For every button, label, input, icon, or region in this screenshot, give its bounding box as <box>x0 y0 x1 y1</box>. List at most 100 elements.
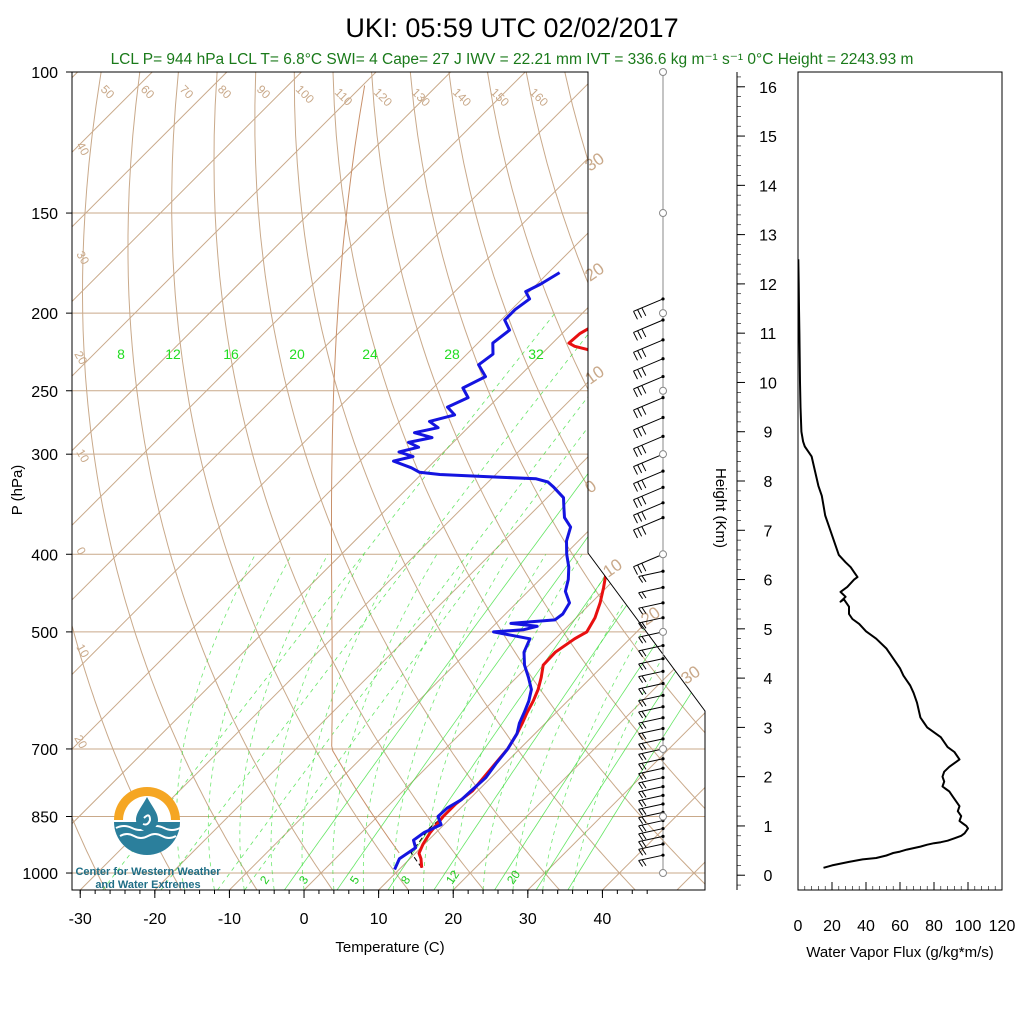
wind-level-dot <box>661 669 665 673</box>
temperature-tick-label: -10 <box>218 911 241 928</box>
pressure-axis-label: P (hPa) <box>9 465 26 516</box>
wind-barb-flag <box>641 743 647 750</box>
wind-barb-shaft <box>638 786 664 793</box>
mixing-ratio-label: 8 <box>117 346 125 362</box>
wind-barb-flag <box>641 328 647 338</box>
wind-barb-shaft <box>633 417 664 431</box>
plot-frame <box>71 71 706 891</box>
dewpoint-profile-line <box>392 271 573 871</box>
dry-adiabat-line <box>293 72 636 890</box>
wind-barb-flag <box>633 352 638 361</box>
wind-barb-shaft <box>638 794 664 802</box>
wind-barb-flag <box>641 426 647 435</box>
temperature-tick-label: -20 <box>143 911 166 928</box>
wind-barb-flag <box>637 513 643 522</box>
wind-level-dot <box>661 693 665 697</box>
wind-barb-flag <box>641 848 647 855</box>
wind-barb-shaft <box>638 617 664 624</box>
wind-barb-flag <box>641 496 647 505</box>
height-tick-label: 14 <box>759 178 777 195</box>
wind-barb-shaft <box>633 358 664 372</box>
wind-barb-flag <box>633 483 638 492</box>
isotherm-line <box>72 72 526 890</box>
wind-barb <box>638 683 664 696</box>
wind-barb-flag <box>638 592 644 600</box>
wind-barb-flag <box>641 781 647 789</box>
wind-barb-flag <box>641 832 647 840</box>
wind-barb-flag <box>633 388 638 398</box>
dry-adiabat-line <box>835 72 1024 890</box>
wind-barb-shaft <box>638 854 664 861</box>
flux-axis-label: Water Vapor Flux (g/kg*m/s) <box>806 944 994 961</box>
wind-mandatory-level-circle <box>659 744 667 753</box>
isotherm-label: 60 <box>138 82 158 102</box>
wind-mandatory-level-circle <box>659 869 667 878</box>
height-tick-label: 16 <box>759 80 777 97</box>
wind-barb-shaft <box>638 803 664 810</box>
wind-barb-flag <box>641 479 647 489</box>
wind-barb-flag <box>637 428 643 437</box>
logo-text-line1: Center for Western Weather <box>75 866 221 878</box>
wind-barb-shaft <box>638 683 664 690</box>
wind-barb-flag <box>633 429 638 439</box>
temperature-tick-label: 10 <box>370 911 388 928</box>
wind-mandatory-level-circle <box>659 209 667 218</box>
wind-barb <box>638 820 664 833</box>
height-tick-label: 3 <box>764 720 773 737</box>
dry-adiabat-line <box>990 72 1024 890</box>
wind-barb <box>638 645 664 658</box>
wind-barbs <box>633 68 667 878</box>
wind-barb <box>633 553 664 575</box>
wind-barb-flag <box>633 311 638 320</box>
wind-level-dot <box>661 585 665 590</box>
isotherm-line <box>452 72 705 890</box>
height-tick-label: 13 <box>759 228 777 245</box>
pressure-tick-label: 250 <box>31 384 58 401</box>
chart-subtitle: LCL P= 944 hPa LCL T= 6.8°C SWI= 4 Cape=… <box>111 51 914 68</box>
wind-level-dot <box>661 657 665 661</box>
wind-barb-flag <box>641 662 647 670</box>
wind-barb-flag <box>633 529 638 539</box>
mixing-ratio-label: 12 <box>165 346 181 362</box>
wind-barb <box>638 767 664 780</box>
wind-barb-shaft <box>638 658 664 665</box>
height-tick-label: 6 <box>764 573 773 590</box>
wind-barb-shaft <box>633 376 664 390</box>
wind-barb-shaft <box>633 517 664 531</box>
wind-barb-flag <box>641 675 647 683</box>
height-axis-label: Height (Km) <box>712 468 729 548</box>
wind-barb-flag <box>641 799 647 807</box>
wind-barb-flag <box>641 722 647 729</box>
flux-tick-label: 120 <box>989 918 1016 935</box>
wind-barb <box>633 470 664 492</box>
wind-barb-shaft <box>633 486 664 501</box>
wind-barb-flag <box>641 636 647 643</box>
wind-mandatory-level-circle <box>659 68 667 76</box>
moist-adiabat-line <box>452 554 583 890</box>
isotherm-label: 50 <box>98 82 118 102</box>
wind-barb-shaft <box>638 602 664 609</box>
moist-adiabat-line <box>362 554 474 890</box>
logo-drop-swirl <box>142 814 152 826</box>
wind-level-dot <box>661 726 665 731</box>
wind-barb <box>633 486 664 508</box>
wind-barb-shaft <box>638 758 664 765</box>
moist-adiabat-line <box>176 554 256 890</box>
dry-adiabat-line <box>951 72 1024 890</box>
wind-barb-shaft <box>638 694 664 702</box>
wind-barb-shaft <box>638 717 664 724</box>
mixing-ratio-line <box>433 312 705 890</box>
wind-barb-flag <box>637 350 643 359</box>
wind-level-dot <box>661 826 665 831</box>
wind-level-dot <box>661 775 665 780</box>
wind-barb-shaft <box>638 828 664 835</box>
wind-barb-flag <box>641 711 647 718</box>
wind-barb-shaft <box>638 570 664 578</box>
parcel-path-line <box>331 85 400 854</box>
drop-icon <box>136 797 158 831</box>
mixing-ratio-line <box>567 312 705 890</box>
wind-barb-shaft <box>638 843 664 850</box>
pressure-tick-label: 500 <box>31 625 58 642</box>
dry-adiabat-line <box>254 72 560 890</box>
